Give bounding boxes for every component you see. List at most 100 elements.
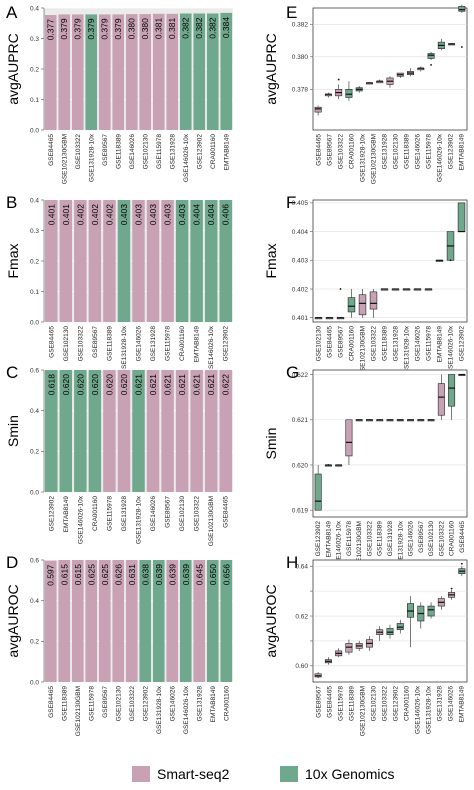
- outlier-point: [460, 46, 463, 48]
- legend-swatch-smart-seq2: [132, 766, 150, 782]
- x-tick-label: GSE115978: [88, 686, 95, 721]
- x-tick-label: GSE118389: [61, 686, 68, 721]
- bar-value-label: 0.615: [59, 564, 69, 586]
- x-tick-label: GSE115978: [426, 134, 433, 169]
- bar-value-label: 0.404: [206, 204, 216, 226]
- x-tick-label: GSE115978: [338, 686, 345, 721]
- x-tick-label: GSE146026: [169, 686, 176, 722]
- bar-value-label: 0.639: [167, 564, 177, 586]
- bar: [193, 560, 206, 682]
- bar-value-label: 0.381: [154, 18, 164, 40]
- x-tick-label: GSE118389: [349, 686, 356, 721]
- bar: [59, 200, 73, 322]
- box: [407, 603, 415, 618]
- x-tick-label: GSE84465: [48, 686, 55, 718]
- outlier-point: [337, 78, 340, 81]
- x-tick-label: GSE89567: [316, 686, 323, 718]
- bar-value-label: 0.615: [73, 564, 83, 586]
- x-tick-label: EMTAB8149: [223, 134, 230, 171]
- x-tick-label: GSE146026: [415, 134, 422, 170]
- y-tick-label: 0.0: [30, 319, 39, 326]
- bar-value-label: 0.380: [140, 18, 150, 40]
- x-tick-label: GSE131928-10x: [360, 133, 367, 182]
- bar: [219, 370, 232, 492]
- bar-value-label: 0.384: [221, 17, 231, 39]
- x-tick-label: EMTAB8149: [437, 326, 444, 363]
- x-tick-label: GSE102130GBM: [360, 326, 367, 376]
- x-tick-label: GSE103322: [371, 326, 378, 362]
- x-tick-label: GSE146026: [448, 686, 455, 722]
- y-tick-label: 0.64: [295, 564, 308, 571]
- x-tick-label: GSE131928: [437, 686, 444, 722]
- bar-value-label: 0.401: [46, 204, 56, 226]
- bar: [175, 200, 189, 322]
- y-tick-label: 0.4: [30, 408, 39, 415]
- bar-panel-C: C Smin 0.0 0.2 0.4 0.6 0.618 GSE123902 0.620 EMTA…: [5, 363, 233, 546]
- x-tick-label: GSE118389: [377, 521, 384, 556]
- bar: [59, 370, 73, 492]
- box: [396, 623, 404, 631]
- x-tick-label: GSE84465: [459, 521, 466, 553]
- panel-letter-H: H: [286, 553, 298, 572]
- bar-value-label: 0.403: [119, 204, 129, 226]
- y-tick-label: 0.382: [292, 22, 309, 29]
- y-tick-label: 0.2: [30, 66, 39, 73]
- x-tick-label: GSE115978: [156, 134, 163, 169]
- x-tick-label: GSE146026-10x: [77, 495, 84, 544]
- bar: [85, 14, 98, 131]
- bar-value-label: 0.403: [177, 204, 187, 226]
- box: [386, 628, 394, 635]
- x-tick-label: CRA001160: [449, 521, 456, 556]
- box: [314, 106, 322, 113]
- bar: [219, 200, 232, 322]
- x-tick-label: GSE123902: [142, 686, 149, 722]
- bar-value-label: 0.379: [100, 18, 110, 40]
- box: [345, 89, 353, 98]
- bar: [132, 370, 145, 492]
- panel-letter-F: F: [286, 193, 296, 212]
- y-tick-label: 0.4: [30, 598, 39, 605]
- y-tick-label: 0.405: [292, 200, 309, 207]
- bar: [220, 12, 233, 131]
- bar: [103, 200, 116, 322]
- x-tick-label: GSE131928-10x: [121, 325, 128, 374]
- plot-frame: [312, 199, 468, 323]
- y-tick-label: 0.378: [292, 87, 309, 94]
- y-tick-label: 0.622: [292, 372, 309, 379]
- y-tick-label: 0.6: [30, 557, 39, 564]
- y-tick-label: 0.0: [30, 489, 39, 496]
- x-tick-label: GSE89567: [327, 134, 334, 166]
- bar-value-label: 0.379: [59, 18, 69, 40]
- bar-value-label: 0.650: [208, 564, 218, 586]
- bar: [103, 370, 116, 492]
- x-tick-label: GSE131928-10x: [404, 325, 411, 374]
- bar: [125, 14, 138, 131]
- bar-value-label: 0.656: [221, 564, 231, 586]
- x-tick-label: CRA001160: [210, 134, 217, 169]
- y-tick-label: 0.3: [30, 36, 39, 43]
- bar-value-label: 0.621: [192, 374, 202, 396]
- bar: [88, 370, 102, 492]
- x-tick-label: GSE131928: [196, 686, 203, 722]
- x-tick-label: GSE103322: [77, 326, 84, 362]
- x-tick-label: GSE103322: [129, 686, 136, 722]
- x-tick-label: GSE115978: [106, 496, 113, 531]
- x-tick-label: GSE89567: [338, 326, 345, 358]
- x-tick-label: GSE103322: [366, 521, 373, 557]
- y-axis-label: Fmax: [5, 244, 21, 279]
- y-axis-label: Smin: [263, 428, 279, 460]
- x-tick-label: GSE131928-10x: [156, 685, 163, 734]
- y-tick-label: 0.403: [292, 258, 309, 265]
- bar-panel-B: B Fmax 0.0 0.1 0.2 0.3 0.4 0.401 GSE84465 0.401 GS…: [5, 193, 233, 374]
- bar: [161, 370, 174, 492]
- outlier-point: [449, 259, 452, 262]
- bar: [117, 370, 131, 492]
- x-tick-label: GSE115978: [346, 521, 353, 556]
- bar-value-label: 0.631: [127, 564, 137, 586]
- x-tick-label: GSE146026-10x: [183, 685, 190, 734]
- y-axis-label: Fmax: [263, 244, 279, 279]
- bar: [220, 560, 233, 682]
- y-axis-label: avgAUROC: [263, 584, 279, 657]
- x-tick-label: GSE102130GBM: [360, 686, 367, 736]
